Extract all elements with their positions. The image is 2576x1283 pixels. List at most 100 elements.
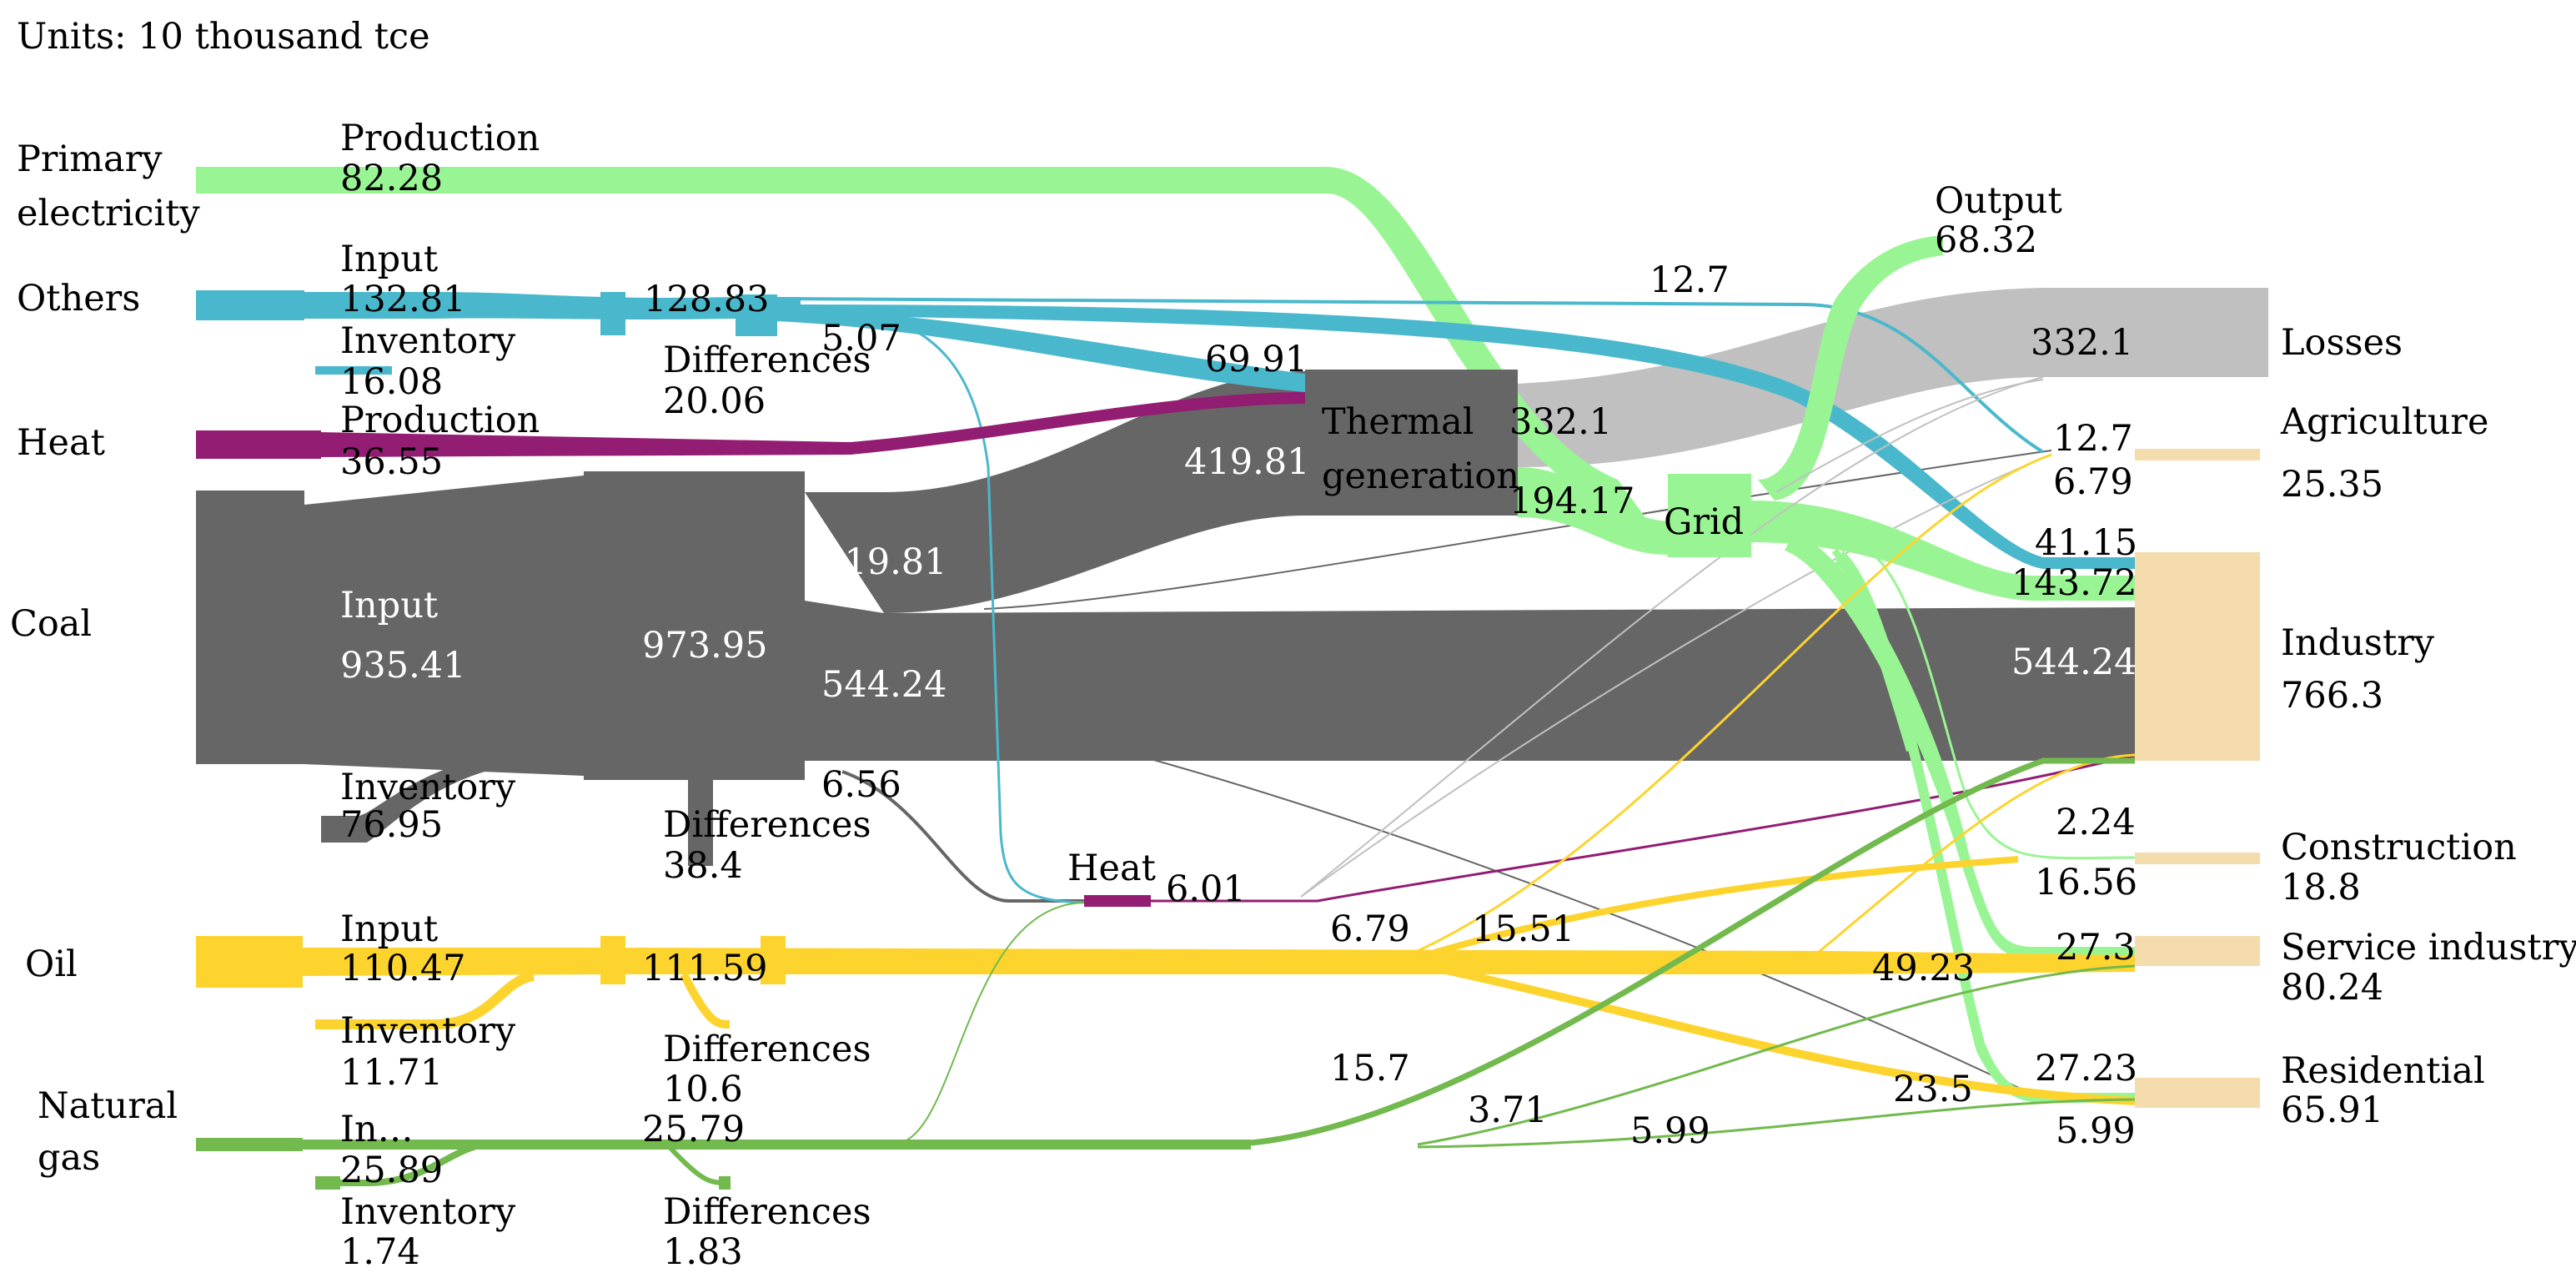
flow-grid-to-industry — [1751, 501, 2135, 601]
others-stage-value: 128.83 — [644, 279, 769, 320]
others-differences-node — [736, 294, 777, 336]
heat-production-label: Production — [340, 400, 540, 441]
gas-input-label: In… — [340, 1109, 414, 1150]
flow-heat-thin-agri — [1300, 454, 2052, 898]
agriculture-inflow-b: 6.79 — [2053, 461, 2133, 503]
oil-stage-node — [600, 936, 625, 984]
gas-differences-node — [719, 1176, 731, 1190]
flow-heat-production — [196, 392, 1305, 457]
construction-inflow-b: 16.56 — [2035, 862, 2137, 903]
flow-coal-inventory — [321, 754, 509, 843]
labels: Units: 10 thousand tce Primary electrici… — [10, 16, 2576, 1273]
gas-inventory-value: 1.74 — [340, 1231, 420, 1273]
flow-coal-to-industry — [805, 601, 2135, 761]
flow-others-input — [196, 292, 801, 319]
residential-inflow-a: 27.23 — [2035, 1048, 2137, 1089]
coal-name: Coal — [10, 603, 92, 645]
others-input-node — [196, 290, 304, 320]
others-inventory-label: Inventory — [340, 320, 516, 362]
coal-differences-label: Differences — [663, 804, 871, 846]
flow-thin-to-losses-b — [1775, 379, 2044, 493]
thermal-loss-value: 332.1 — [1509, 401, 1612, 443]
gas-input-node — [196, 1138, 303, 1151]
flow-oil-to-agri — [1417, 453, 2052, 953]
flow-oil-to-residential — [1433, 964, 2136, 1105]
others-differences-value: 20.06 — [663, 380, 766, 422]
flow-oil-to-construction — [1433, 856, 2019, 956]
flow-coal-to-heat — [841, 770, 1092, 903]
residential-name: Residential — [2281, 1050, 2485, 1092]
gas-inventory-node — [315, 1176, 340, 1190]
heat-node-value: 6.01 — [1166, 868, 1246, 910]
flow-others-to-agri — [775, 297, 2045, 454]
coal-input-label: Input — [340, 585, 438, 626]
oil-flow-a-value: 6.79 — [1330, 908, 1410, 950]
oil-flow-b-value: 15.51 — [1472, 908, 1574, 950]
oil-flow-c-value: 49.23 — [1872, 948, 1975, 989]
agriculture-node — [2135, 449, 2260, 460]
coal-to-thermal-value: 419.81 — [821, 541, 947, 583]
oil-inventory-label: Inventory — [340, 1010, 516, 1052]
residential-node — [2135, 1078, 2260, 1108]
industry-inflow-c: 544.24 — [2011, 642, 2137, 683]
residential-value: 65.91 — [2281, 1089, 2383, 1131]
others-name: Others — [17, 278, 140, 319]
natural-gas-name-2: gas — [38, 1137, 100, 1179]
oil-inventory-value: 11.71 — [340, 1052, 443, 1094]
pe-production-label: Production — [340, 118, 540, 159]
coal-inventory-value: 76.95 — [340, 804, 443, 846]
coal-stage-node — [584, 471, 805, 780]
flow-gas-inventory — [315, 1141, 485, 1186]
flow-gas-to-industry — [1250, 757, 2135, 1146]
primary-electricity-name-1: Primary — [17, 138, 163, 180]
flow-others-to-industry — [776, 304, 2135, 569]
flow-others-to-thermal — [776, 309, 1305, 392]
primary-electricity-stage — [600, 167, 614, 194]
grid-node — [1668, 474, 1751, 557]
oil-input-value: 110.47 — [340, 948, 465, 989]
others-to-thermal-value: 69.91 — [1205, 339, 1308, 380]
oil-differences-label: Differences — [663, 1029, 871, 1070]
flow-thermal-to-grid — [1518, 467, 1701, 555]
grid-output-label: Output — [1935, 180, 2062, 222]
gas-differences-value: 1.83 — [663, 1231, 743, 1273]
flow-thin-to-losses-a — [1300, 376, 2044, 898]
oil-stage-value: 111.59 — [642, 948, 767, 989]
heat-production-value: 36.55 — [340, 441, 443, 483]
thermal-name-1: Thermal — [1322, 401, 1474, 443]
losses-name: Losses — [2281, 322, 2403, 364]
gas-stage-value: 25.79 — [642, 1109, 745, 1150]
flow-coal-stage — [304, 475, 584, 776]
coal-to-industry-value: 544.24 — [821, 664, 947, 706]
primary-electricity-name-2: electricity — [17, 193, 200, 234]
coal-to-heat-value: 6.56 — [821, 764, 901, 806]
coal-input-value: 935.41 — [340, 645, 465, 687]
construction-node — [2135, 853, 2260, 864]
flow-grid-output — [1758, 235, 1943, 501]
flow-coal-thin-a — [983, 450, 2052, 610]
service-industry-name: Service industry — [2281, 927, 2576, 969]
industry-inflow-a: 41.15 — [2035, 522, 2137, 564]
industry-value: 766.3 — [2281, 675, 2383, 717]
nodes — [196, 167, 2260, 1190]
others-input-value: 132.81 — [340, 279, 465, 320]
gas-flow-c-value: 5.99 — [1630, 1110, 1710, 1152]
losses-node — [2135, 288, 2260, 377]
grid-name: Grid — [1664, 501, 1744, 543]
others-differences-label: Differences — [663, 340, 871, 381]
thermal-output-value: 194.17 — [1509, 480, 1634, 522]
gas-inventory-label: Inventory — [340, 1191, 516, 1233]
flow-coal-to-thermal — [805, 371, 1305, 613]
flow-oil-stage — [300, 948, 2135, 976]
agriculture-name: Agriculture — [2280, 401, 2488, 443]
gas-differences-label: Differences — [663, 1191, 871, 1233]
flow-oil-differences — [680, 972, 731, 1029]
oil-input-node — [196, 936, 303, 988]
coal-input-node — [196, 491, 304, 764]
agriculture-value: 25.35 — [2281, 464, 2383, 506]
coal-differences-value: 38.4 — [663, 845, 743, 887]
service-industry-node — [2135, 936, 2260, 966]
flow-coal-differences — [688, 766, 713, 866]
flows — [196, 167, 2268, 1186]
